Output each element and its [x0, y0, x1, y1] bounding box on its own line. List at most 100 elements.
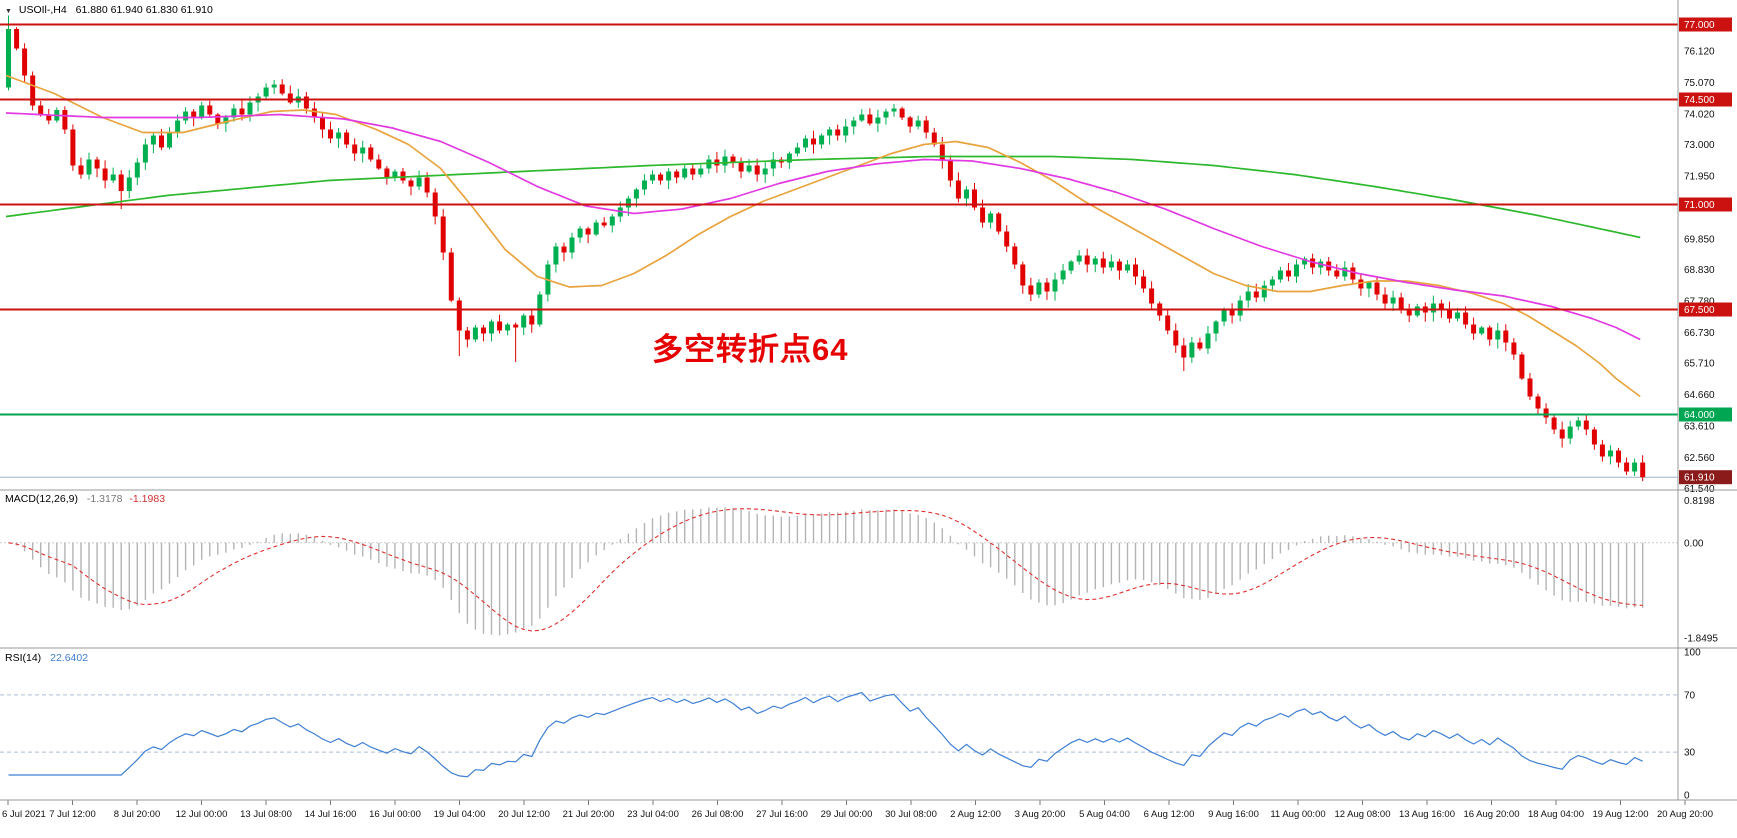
macd-main-value: -1.3178 [86, 493, 123, 505]
candlestick [199, 105, 205, 118]
candlestick [1471, 324, 1477, 334]
candlestick [70, 129, 76, 166]
candlestick [1455, 312, 1460, 319]
candlestick [980, 207, 986, 223]
candlestick [376, 159, 382, 169]
time-label: 12 Jul 00:00 [176, 809, 228, 820]
candlestick [1100, 258, 1106, 268]
candlestick [110, 174, 116, 181]
candlestick [134, 162, 140, 178]
candlestick [633, 189, 639, 199]
candlestick [1116, 261, 1122, 271]
candlestick [955, 180, 961, 199]
candlestick [875, 117, 881, 124]
macd-scale-label: 0.8198 [1684, 496, 1715, 507]
candlestick [803, 138, 808, 148]
price-scale-label: 63.610 [1684, 422, 1715, 433]
candlestick [1133, 264, 1138, 277]
candlestick [811, 138, 816, 145]
candlestick [320, 117, 325, 130]
price-scale-label: 67.780 [1684, 297, 1715, 308]
candlestick [585, 228, 591, 235]
time-label: 9 Aug 16:00 [1208, 809, 1259, 820]
candlestick [722, 156, 728, 166]
price-badge [1679, 470, 1732, 485]
candlestick [1624, 462, 1630, 472]
time-label: 13 Jul 08:00 [240, 809, 292, 820]
candlestick [819, 135, 825, 145]
price-scale-label: 61.540 [1684, 484, 1715, 495]
price-badge-label: 61.910 [1684, 473, 1715, 484]
macd-signal-value: -1.1983 [129, 493, 166, 505]
price-badge [1679, 17, 1732, 32]
candlestick [794, 147, 800, 154]
candlestick [770, 159, 776, 169]
candlestick [988, 213, 994, 223]
moving-average-medium [5, 112, 1641, 341]
candlestick [1583, 420, 1589, 430]
candlestick [1398, 297, 1404, 310]
time-label: 19 Aug 12:00 [1593, 809, 1649, 820]
candlestick [1551, 417, 1557, 430]
candlestick [650, 174, 655, 181]
candlestick [915, 120, 921, 127]
candlestick [328, 129, 333, 139]
candlestick [1092, 258, 1098, 265]
candlestick [1430, 303, 1436, 313]
price-scale-label: 71.950 [1684, 172, 1715, 183]
annotation-text[interactable]: 多空转折点64 [652, 332, 849, 367]
candlestick [303, 96, 309, 109]
candlestick [682, 168, 688, 178]
candlestick [1599, 444, 1605, 457]
candlestick [311, 108, 317, 118]
candlestick [1334, 270, 1340, 277]
candlestick [239, 108, 245, 115]
candlestick [553, 246, 559, 265]
candlestick [223, 117, 229, 124]
candlestick [577, 228, 583, 238]
candlestick [408, 180, 414, 187]
candlestick [859, 114, 865, 121]
macd-signal-line [8, 508, 1643, 632]
candlestick [368, 147, 374, 160]
main-price-panel: 76.120 75.070 74.020 73.000 71.950 69.850 68.8… [0, 15, 1732, 495]
candlestick [1020, 264, 1026, 286]
candlestick [1438, 303, 1444, 310]
candlestick [1390, 297, 1396, 304]
rsi-scale-label: 70 [1684, 690, 1696, 701]
macd-scale-label: -1.8495 [1684, 633, 1718, 644]
price-badge-label: 64.000 [1684, 410, 1715, 421]
macd-panel: 0.8198 0.00 -1.8495 [0, 496, 1718, 644]
candlestick [191, 111, 197, 118]
candlestick [843, 126, 849, 136]
price-badge-label: 77.000 [1684, 20, 1715, 31]
candlestick [786, 153, 792, 163]
rsi-panel: 100 70 30 0 [0, 648, 1701, 802]
candlestick [1463, 312, 1469, 325]
candlestick [827, 129, 833, 136]
ohlc-readout: 61.880 61.940 61.830 61.910 [75, 4, 213, 16]
candlestick [336, 132, 342, 139]
candlestick [1487, 327, 1493, 340]
price-scale-label: 74.020 [1684, 109, 1715, 120]
price-scale-label: 62.560 [1684, 453, 1715, 464]
candlestick [1632, 462, 1638, 472]
candlestick [464, 330, 470, 340]
candlestick [1302, 258, 1308, 265]
time-label: 8 Jul 20:00 [114, 809, 160, 820]
price-scale-label: 66.730 [1684, 328, 1715, 339]
candlestick [472, 327, 478, 340]
symbol-dropdown-icon[interactable]: ▼ [5, 8, 12, 15]
candlestick [730, 156, 736, 163]
candlestick [448, 252, 454, 301]
candlestick [1382, 294, 1388, 304]
symbol-timeframe-label: USOIl-,H4 [18, 4, 67, 16]
candlestick [867, 114, 873, 124]
candlestick [931, 132, 937, 145]
candlestick [1616, 450, 1621, 463]
candlestick [1221, 309, 1227, 322]
candlestick [118, 174, 124, 191]
candlestick [271, 84, 277, 88]
candlestick [1495, 330, 1501, 340]
